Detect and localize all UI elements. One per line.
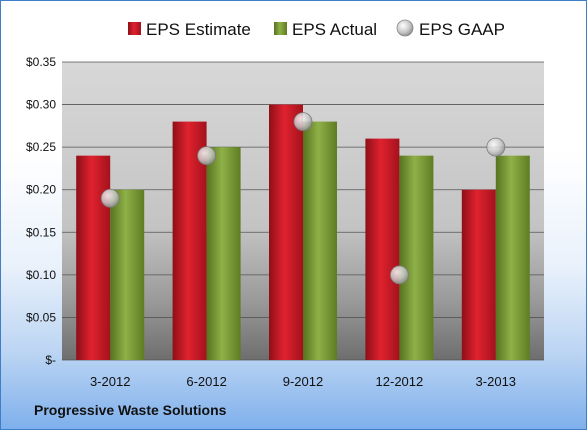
bar-eps-estimate <box>269 104 303 360</box>
legend-label-actual: EPS Actual <box>292 20 377 39</box>
x-tick-label: 9-2012 <box>283 374 323 389</box>
point-eps-gaap <box>100 188 120 208</box>
bar-eps-estimate <box>76 155 111 360</box>
x-tick-label: 6-2012 <box>186 374 226 389</box>
legend-marker-gaap <box>396 19 414 37</box>
y-tick-label: $0.15 <box>26 225 56 239</box>
y-tick-label: $0.10 <box>26 268 56 282</box>
y-axis-ticks: $- $0.05 $0.10 $0.15 $0.20 $0.25 $0.30 $0.35 <box>26 55 56 367</box>
bar-eps-actual <box>303 121 337 360</box>
y-tick-label: $0.30 <box>26 98 56 112</box>
bar-eps-estimate <box>461 189 496 360</box>
gaap-points <box>100 112 506 285</box>
bar-eps-actual <box>110 189 145 360</box>
legend-label-gaap: EPS GAAP <box>419 20 505 39</box>
point-eps-gaap <box>293 112 313 131</box>
bar-eps-estimate <box>365 138 400 360</box>
bar-eps-actual <box>399 155 434 360</box>
y-tick-label: $- <box>45 353 56 367</box>
bar-eps-actual <box>206 147 241 360</box>
company-name: Progressive Waste Solutions <box>34 402 227 418</box>
x-tick-label: 12-2012 <box>376 374 424 389</box>
legend: EPS Estimate EPS Actual EPS GAAP <box>128 19 505 39</box>
legend-label-estimate: EPS Estimate <box>146 20 251 39</box>
y-tick-label: $0.35 <box>26 55 56 69</box>
legend-swatch-estimate <box>128 22 141 35</box>
y-tick-label: $0.20 <box>26 183 56 197</box>
point-eps-gaap <box>389 265 409 285</box>
bars <box>76 104 530 360</box>
x-tick-label: 3-2013 <box>476 374 516 389</box>
x-tick-label: 3-2012 <box>90 374 130 389</box>
y-tick-label: $0.25 <box>26 140 56 154</box>
y-tick-label: $0.05 <box>26 310 56 324</box>
x-axis-ticks: 3-2012 6-2012 9-2012 12-2012 3-2013 <box>90 374 516 389</box>
point-eps-gaap <box>486 137 506 157</box>
bar-eps-actual <box>495 155 530 360</box>
legend-swatch-actual <box>274 22 287 35</box>
point-eps-gaap <box>197 146 217 166</box>
